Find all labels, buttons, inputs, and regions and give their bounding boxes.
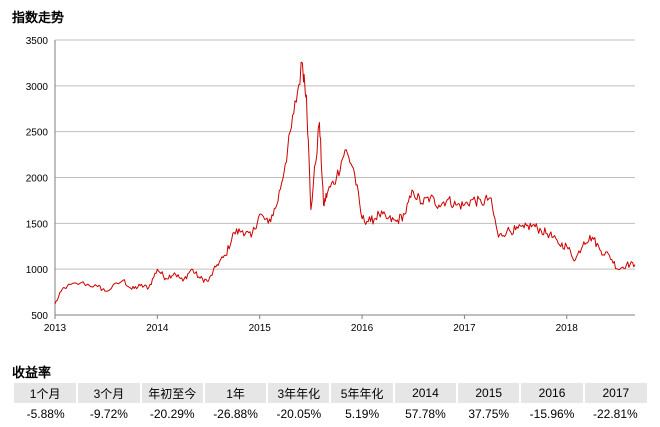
grid-lines [55,39,635,270]
series-layer [54,61,636,305]
chart-title: 指数走势 [12,11,65,26]
x-tick-label: 2018 [556,323,579,334]
returns-value-row: -5.88% -9.72% -20.29% -26.88% -20.05% 5.19% 57… [14,403,647,425]
returns-value-cell: -20.29% [149,407,195,421]
returns-value-cell: -9.72% [89,407,128,421]
index-trend-chart: 500 1000 1500 2000 2500 3000 3500 2013 2014 2015… [26,36,636,334]
x-tick-label: 2015 [249,323,272,334]
x-tick-label: 2017 [453,323,476,334]
returns-header-cell: 3个月 [77,383,142,403]
returns-value-cell: -26.88% [213,407,258,421]
y-tick-label: 1000 [26,265,49,276]
y-tick-label: 3500 [26,36,49,47]
y-tick-labels: 500 1000 1500 2000 2500 3000 3500 [26,36,49,322]
index-series-line [54,61,636,305]
y-tick-label: 3000 [26,82,49,93]
y-tick-label: 2000 [26,174,49,185]
returns-header-cell: 3年年化 [267,383,332,403]
y-tick-label: 1500 [26,219,49,230]
returns-value-cell: 57.78% [405,407,446,421]
returns-header-cell: 年初至今 [140,383,205,403]
returns-header-cell: 2017 [583,383,647,403]
returns-value-cell: -20.05% [276,407,322,421]
returns-header-row: 1个月 3个月 年初至今 1年 3年年化 5年年化 2014 2015 2016 2017 [14,383,647,403]
returns-header-cell: 1年 [203,383,269,403]
x-tick-label: 2016 [351,323,374,334]
returns-header-cell: 2015 [457,383,522,403]
returns-value-cell: 37.75% [468,407,510,421]
returns-value-cell: -22.81% [592,407,638,421]
y-tick-label: 500 [31,311,48,322]
x-tick-label: 2014 [146,323,169,334]
returns-header-cell: 1个月 [14,383,79,403]
returns-value-cell: 5.19% [345,407,380,421]
returns-table: 1个月 3个月 年初至今 1年 3年年化 5年年化 2014 2015 2016 2017 -5.… [14,383,647,425]
returns-value-cell: -15.96% [529,407,575,421]
x-tick-labels: 2013 2014 2015 2016 2017 2018 [44,323,578,334]
returns-header-cell: 5年年化 [330,383,395,403]
y-tick-label: 2500 [26,128,49,139]
x-tick-label: 2013 [44,323,67,334]
returns-title: 收益率 [12,366,52,381]
returns-value-cell: -5.88% [26,407,65,421]
axes [54,40,635,319]
returns-header-cell: 2016 [520,383,585,403]
returns-header-cell: 2014 [393,383,459,403]
